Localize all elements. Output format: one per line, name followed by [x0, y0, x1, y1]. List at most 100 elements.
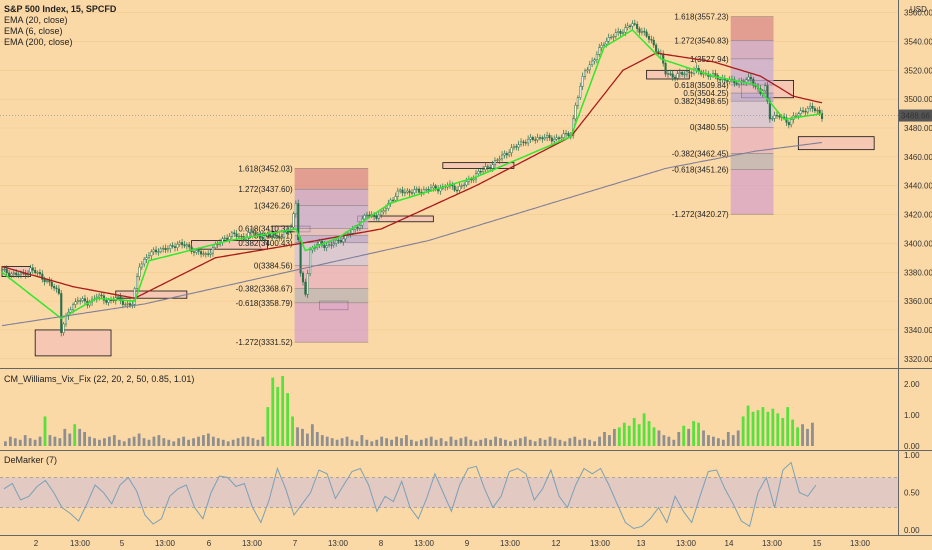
time-tick-label: 5: [120, 539, 125, 548]
vix-bar: [4, 441, 7, 446]
candle-body: [531, 137, 534, 140]
demarker-tick-label: 0.00: [904, 526, 920, 535]
candle-body: [178, 242, 181, 245]
candle-body: [183, 244, 186, 247]
candle-body: [541, 137, 544, 140]
vix-bar: [518, 438, 522, 446]
time-tick-label: 13:00: [850, 539, 871, 548]
price-tick-label: 3540.00: [904, 37, 932, 46]
candle-body: [453, 185, 456, 191]
candle-body: [363, 215, 366, 220]
candle-body: [676, 73, 679, 79]
candle-body: [53, 286, 56, 289]
vix-bar: [231, 439, 235, 446]
vix-bar: [18, 439, 22, 446]
candle-body: [351, 229, 354, 234]
candle-body: [294, 203, 297, 214]
vix-bar: [306, 433, 309, 446]
candle-body: [555, 137, 558, 140]
current-price-tag: [899, 109, 932, 122]
candle-body: [181, 242, 184, 245]
candle-body: [382, 210, 385, 213]
candle-body: [666, 73, 670, 75]
demarker-title[interactable]: DeMarker (7): [4, 455, 58, 465]
vix-bar: [746, 405, 750, 446]
candle-body: [197, 250, 200, 252]
time-tick-label: 15: [813, 539, 822, 548]
time-tick-label: 13: [637, 539, 646, 548]
demarker-legend: DeMarker (7): [4, 455, 57, 466]
fib-level-label: 1(3426.26): [254, 202, 293, 211]
vix-bar: [296, 427, 299, 446]
vix-bar: [692, 421, 696, 446]
legend-ema200[interactable]: EMA (200, close): [4, 37, 73, 47]
candle-body: [399, 189, 402, 192]
candle-body: [394, 196, 397, 201]
candle-body: [747, 76, 750, 81]
vix-bar: [192, 438, 195, 446]
vix-bar: [310, 424, 314, 446]
candle-body: [546, 135, 549, 138]
candle-body: [304, 281, 307, 295]
vix-bar: [419, 439, 423, 446]
candle-body: [126, 303, 129, 305]
candle-body: [200, 251, 203, 255]
candle-body: [484, 166, 487, 170]
candle-body: [380, 211, 383, 216]
candle-body: [64, 315, 68, 325]
candle-body: [617, 31, 620, 33]
supply-demand-zone: [34, 329, 112, 357]
candle-body: [226, 237, 229, 240]
legend-ema6[interactable]: EMA (6, close): [4, 26, 63, 36]
candle-body: [235, 233, 238, 237]
vix-bar: [766, 411, 770, 446]
candle-body: [489, 167, 492, 169]
time-tick-label: 2: [34, 539, 39, 548]
candle-body: [465, 181, 468, 186]
vix-title[interactable]: CM_Williams_Vix_Fix (22, 20, 2, 50, 0.85…: [4, 374, 195, 384]
candle-body: [159, 248, 162, 252]
candle-body: [806, 108, 809, 113]
candle-body: [328, 244, 331, 246]
candle-body: [264, 235, 267, 240]
fib-level-label: 0(3480.55): [690, 123, 729, 132]
candle-body: [787, 122, 790, 126]
vix-bar: [48, 435, 52, 446]
candle-body: [138, 266, 141, 277]
candle-body: [486, 166, 489, 168]
candle-body: [36, 272, 39, 274]
vix-bar: [434, 439, 438, 446]
vix-bar: [202, 435, 205, 446]
price-tick-label: 3380.00: [904, 268, 932, 277]
candle-body: [811, 105, 814, 109]
vix-bar: [400, 438, 403, 446]
candle-body: [145, 257, 148, 260]
demarker-line: [3, 461, 817, 530]
vix-bar: [345, 436, 349, 446]
vix-bar: [325, 436, 329, 446]
candle-body: [527, 139, 530, 144]
time-tick-label: 13:00: [500, 539, 521, 548]
vix-bar: [439, 438, 443, 446]
candle-body: [491, 164, 494, 169]
vix-bar: [177, 438, 181, 446]
candle-body: [600, 44, 603, 48]
candle-body: [396, 190, 399, 197]
price-tick-label: 3500.00: [904, 95, 932, 104]
price-tick-label: 3440.00: [904, 182, 932, 191]
fib-level-label: 0.382(3498.65): [674, 97, 729, 106]
fib-band: [730, 169, 774, 215]
legend-ema20[interactable]: EMA (20, close): [4, 15, 68, 25]
vix-bar: [256, 439, 260, 446]
fib-level-label: 0.618(3509.84): [674, 81, 729, 90]
candle-body: [626, 25, 629, 28]
candle-body: [543, 137, 546, 140]
candle-body: [496, 159, 499, 161]
candle-body: [124, 304, 127, 306]
candle-body: [147, 255, 150, 258]
vix-bar: [697, 422, 700, 446]
candle-body: [29, 267, 32, 273]
candle-body: [408, 190, 411, 193]
